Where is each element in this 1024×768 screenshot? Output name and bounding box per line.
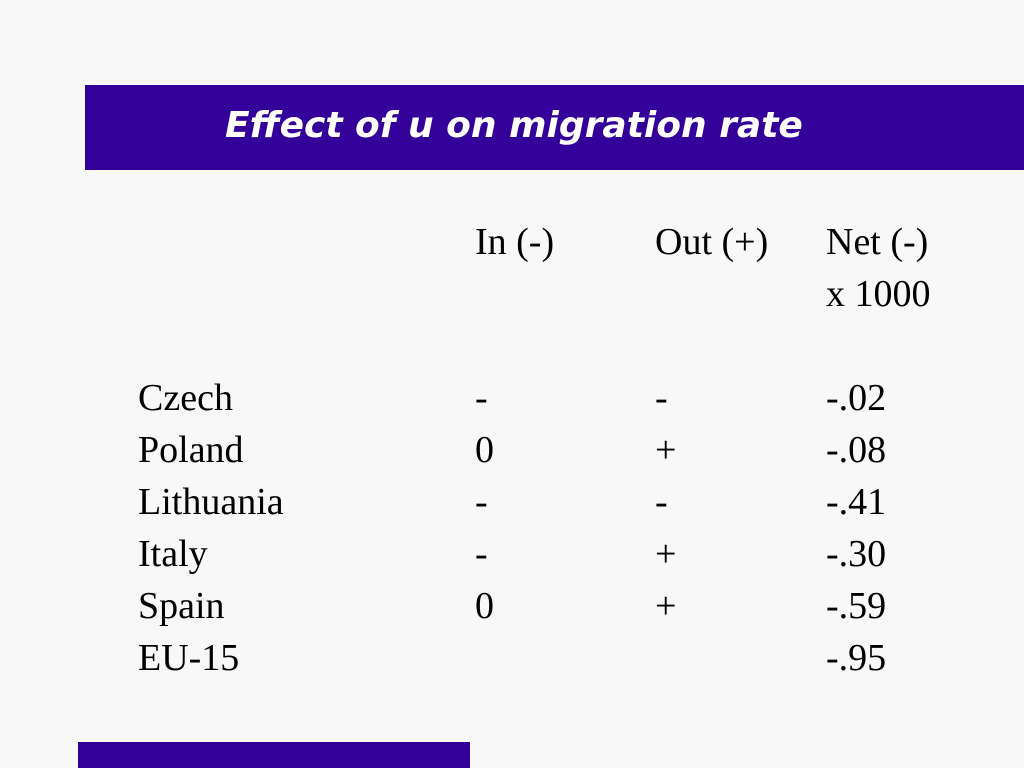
row-country: Lithuania bbox=[138, 481, 284, 523]
row-out: + bbox=[655, 429, 677, 471]
footer-accent-bar bbox=[78, 742, 470, 768]
header-out: Out (+) bbox=[655, 221, 769, 263]
row-in: 0 bbox=[475, 585, 494, 627]
row-out: - bbox=[655, 481, 668, 523]
row-net: -.30 bbox=[826, 533, 887, 575]
row-net: -.02 bbox=[826, 377, 887, 419]
row-in: - bbox=[475, 481, 488, 523]
row-country: EU-15 bbox=[138, 637, 240, 679]
row-in: - bbox=[475, 533, 488, 575]
header-net-scale: x 1000 bbox=[826, 273, 931, 315]
row-net: -.08 bbox=[826, 429, 887, 471]
row-in: 0 bbox=[475, 429, 494, 471]
title-banner: Effect of u on migration rate bbox=[85, 85, 1024, 170]
row-country: Italy bbox=[138, 533, 208, 575]
slide-title: Effect of u on migration rate bbox=[225, 105, 803, 146]
row-out: + bbox=[655, 585, 677, 627]
row-net: -.59 bbox=[826, 585, 887, 627]
header-in: In (-) bbox=[475, 221, 555, 263]
header-net: Net (-) bbox=[826, 221, 929, 263]
row-country: Czech bbox=[138, 377, 233, 419]
row-country: Spain bbox=[138, 585, 225, 627]
row-net: -.95 bbox=[826, 637, 887, 679]
row-out: - bbox=[655, 377, 668, 419]
row-in: - bbox=[475, 377, 488, 419]
row-out: + bbox=[655, 533, 677, 575]
row-country: Poland bbox=[138, 429, 244, 471]
row-net: -.41 bbox=[826, 481, 887, 523]
